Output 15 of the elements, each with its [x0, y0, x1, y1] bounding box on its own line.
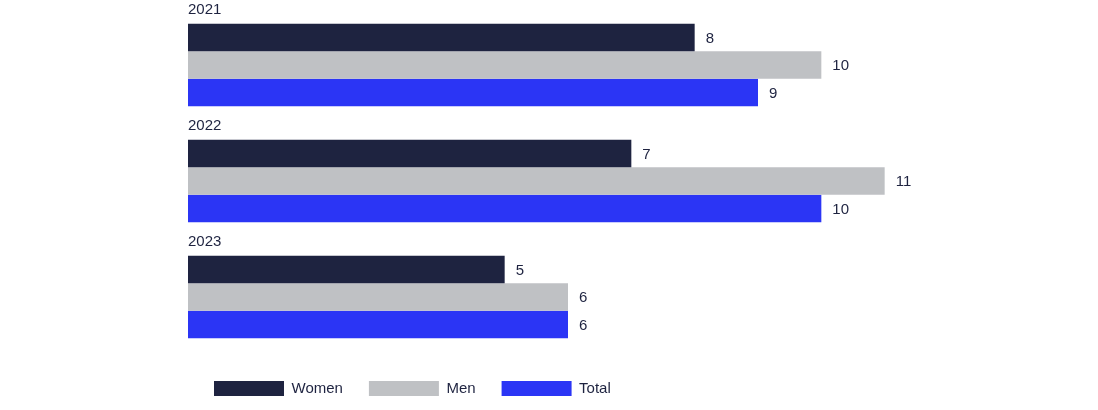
y-tick-label: 2022: [188, 116, 222, 134]
data-label: 5: [515, 260, 525, 278]
data-label: 9: [769, 83, 778, 101]
legend-label: Women: [291, 378, 343, 396]
data-label: 10: [832, 199, 850, 217]
data-label: 10: [832, 56, 850, 74]
data-label: 8: [705, 28, 715, 46]
data-label: 11: [895, 172, 912, 190]
data-label: 7: [642, 144, 651, 162]
y-tick-label: 2023: [188, 232, 222, 250]
legend-label: Total: [579, 378, 611, 396]
data-label: 6: [579, 288, 588, 306]
y-tick-label: 2021: [188, 0, 222, 18]
data-label: 6: [579, 315, 588, 333]
legend-label: Men: [446, 378, 476, 396]
